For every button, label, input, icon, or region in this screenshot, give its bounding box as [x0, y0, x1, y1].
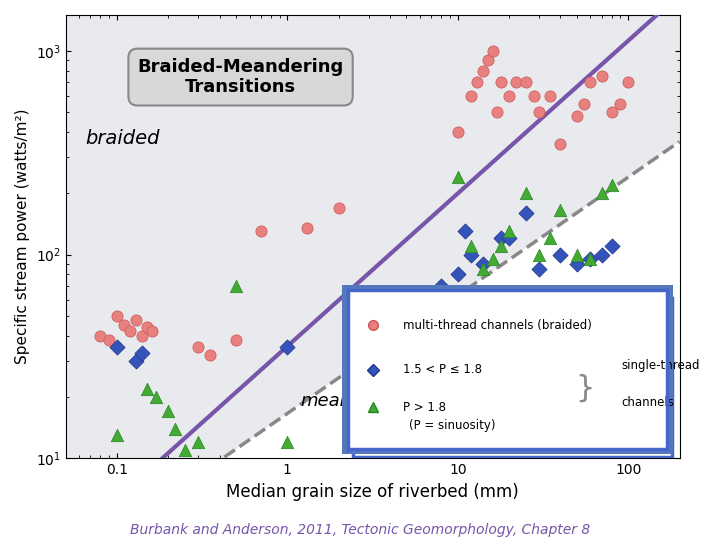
Point	[104, 336, 115, 345]
Text: 1.5 < P ≤ 1.8: 1.5 < P ≤ 1.8	[403, 363, 482, 376]
Point	[94, 332, 106, 340]
Point	[401, 336, 413, 345]
Point	[452, 173, 464, 181]
Point	[606, 108, 618, 117]
Point	[585, 255, 596, 264]
Point	[255, 227, 266, 235]
Point	[487, 255, 498, 264]
Point	[192, 438, 204, 447]
Point	[495, 78, 507, 87]
Point	[520, 189, 531, 198]
Point	[571, 111, 582, 120]
Point	[452, 270, 464, 279]
Point	[130, 315, 142, 324]
Point	[571, 250, 582, 259]
Point	[192, 343, 204, 352]
Point	[141, 384, 153, 393]
Point	[466, 92, 477, 100]
Point	[282, 438, 293, 447]
Point	[230, 282, 242, 291]
Point	[491, 108, 503, 117]
Point	[169, 424, 181, 433]
Point	[487, 46, 498, 55]
Point	[571, 260, 582, 268]
Point	[554, 250, 566, 259]
Point	[554, 139, 566, 148]
X-axis label: Median grain size of riverbed (mm): Median grain size of riverbed (mm)	[226, 483, 519, 501]
Point	[606, 180, 618, 189]
Point	[452, 127, 464, 136]
Point	[520, 78, 531, 87]
Point	[230, 336, 242, 345]
Point	[111, 431, 122, 440]
Point	[459, 227, 471, 235]
Point	[125, 507, 136, 516]
Text: Burbank and Anderson, 2011, Tectonic Geomorphology, Chapter 8: Burbank and Anderson, 2011, Tectonic Geo…	[130, 523, 590, 537]
Point	[477, 66, 488, 75]
Point	[596, 189, 608, 198]
Point	[150, 393, 162, 401]
Point	[477, 260, 488, 268]
Point	[204, 351, 215, 360]
Point	[136, 332, 148, 340]
Point	[401, 288, 413, 297]
Point	[125, 327, 136, 336]
Point	[477, 265, 488, 273]
Text: Braided-Meandering
Transitions: Braided-Meandering Transitions	[138, 58, 343, 97]
Point	[495, 242, 507, 251]
Y-axis label: Specific stream power (watts/m²): Specific stream power (watts/m²)	[15, 109, 30, 364]
Point	[615, 99, 626, 108]
Point	[111, 312, 122, 320]
Point	[503, 227, 515, 235]
FancyBboxPatch shape	[348, 290, 667, 449]
FancyBboxPatch shape	[342, 286, 673, 454]
Text: P > 1.8: P > 1.8	[403, 401, 446, 414]
Text: multi-thread channels (braided): multi-thread channels (braided)	[403, 319, 592, 332]
Point	[596, 72, 608, 80]
Text: single-thread: single-thread	[621, 359, 700, 372]
Point	[179, 446, 191, 454]
Point	[510, 78, 522, 87]
Point	[534, 265, 545, 273]
Point	[545, 234, 557, 243]
Point	[482, 56, 493, 64]
Point	[466, 250, 477, 259]
Point	[534, 250, 545, 259]
Point	[534, 108, 545, 117]
Point	[495, 234, 507, 243]
Point	[472, 78, 483, 87]
Point	[111, 343, 122, 352]
Point	[163, 407, 174, 416]
Text: meandering: meandering	[301, 392, 410, 410]
Point	[545, 92, 557, 100]
Point	[130, 357, 142, 366]
Point	[301, 224, 312, 232]
Text: braided: braided	[85, 129, 160, 148]
Text: (P = sinuosity): (P = sinuosity)	[410, 418, 496, 431]
Point	[623, 78, 634, 87]
Point	[503, 92, 515, 100]
Point	[503, 234, 515, 243]
Point	[118, 321, 130, 329]
Point	[606, 242, 618, 251]
Point	[487, 295, 498, 304]
Point	[333, 204, 344, 212]
Point	[528, 92, 540, 100]
Point	[554, 206, 566, 214]
Point	[136, 348, 148, 357]
Point	[520, 208, 531, 217]
Text: channels: channels	[621, 396, 674, 409]
Point	[596, 250, 608, 259]
Point	[466, 242, 477, 251]
Text: }: }	[575, 374, 595, 403]
Point	[436, 282, 447, 291]
Point	[282, 343, 293, 352]
Point	[141, 323, 153, 332]
Point	[585, 255, 596, 264]
Point	[578, 99, 590, 108]
Point	[585, 78, 596, 87]
Point	[146, 327, 158, 336]
